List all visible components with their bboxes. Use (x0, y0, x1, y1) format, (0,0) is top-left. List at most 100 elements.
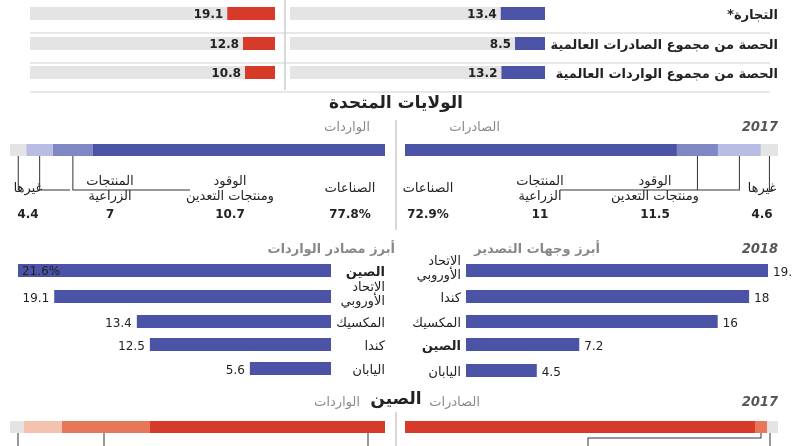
source-bar (18, 264, 331, 277)
leader-line (72, 156, 190, 191)
us-export-other-label: غيرها (748, 181, 777, 196)
leader-line (39, 156, 70, 191)
source-name: الأوروبي (341, 292, 385, 309)
us-value-label: 13.2 (468, 66, 498, 80)
china-bar (245, 66, 275, 79)
us-import-industry-value: 77.8% (329, 207, 371, 221)
us-bar-bg (290, 7, 545, 20)
source-bar (249, 362, 331, 375)
destination-bar (466, 364, 537, 377)
us-export-segment (717, 144, 761, 156)
destination-name: المكسيك (412, 316, 461, 331)
year-label: 2017 (742, 120, 779, 135)
destination-value: 4.5 (542, 365, 561, 379)
source-name: الاتحاد (352, 280, 385, 295)
import-sources-section: أبرز مصادر الواردات 21.6% الصين 19.1 الاتحاد… (18, 240, 395, 378)
us-import-agri-label: المنتجات (86, 174, 134, 189)
source-value: 5.6 (226, 363, 245, 377)
china-export-segment (767, 421, 778, 433)
us-import-industry-label: الصناعات (325, 181, 376, 196)
us-import-other-label: غيرها (14, 181, 43, 196)
category-label: الحصة من مجموع الواردات العالمية (556, 67, 778, 82)
leader-line (560, 156, 698, 191)
us-import-fuel-label: ومنتجات التعدين (186, 189, 274, 204)
destination-value: 18 (754, 291, 769, 305)
china-bar (227, 7, 275, 20)
year-label: 2018 (742, 242, 778, 257)
destination-bar (466, 315, 718, 328)
section-title: الولايات المتحدة (329, 93, 463, 113)
china-export-segment (405, 421, 755, 433)
destination-value: 16 (723, 316, 738, 330)
leader-line (768, 156, 775, 191)
imports-label: الواردات (314, 395, 360, 410)
destination-value: 7.2 (584, 339, 603, 353)
us-import-agri-label: الزراعية (88, 189, 131, 204)
source-bar (54, 290, 331, 303)
china-value-label: 19.1 (194, 7, 224, 21)
us-export-segment (405, 144, 677, 156)
us-export-industry-value: 72.9% (407, 207, 449, 221)
source-name: اليابان (352, 363, 385, 378)
china-import-segment (10, 421, 24, 433)
exports-label: الصادرات (449, 120, 500, 135)
us-import-segment (26, 144, 53, 156)
china-import-segment (150, 421, 385, 433)
us-import-agri-value: 7 (106, 207, 114, 221)
china-value-label: 12.8 (209, 37, 239, 51)
us-export-agri-label: الزراعية (518, 189, 561, 204)
us-bar (501, 66, 545, 79)
destination-value: 19.2% (773, 265, 792, 279)
source-name: الصين (346, 265, 385, 280)
leader-line (587, 433, 762, 446)
china-export-segment (755, 421, 767, 433)
export-destinations-section: 2018 أبرز وجهات التصدير 19.2% الاتحادالأورو… (412, 240, 792, 380)
source-name: المكسيك (336, 316, 385, 331)
china-bar-bg (30, 37, 275, 50)
us-import-fuel-value: 10.7 (215, 207, 245, 221)
source-bar (136, 315, 331, 328)
source-bar (149, 338, 331, 351)
category-label: التجارة* (727, 8, 778, 23)
section-title: الصين (370, 389, 421, 409)
destination-name: الاتحاد (428, 254, 461, 269)
destination-name: اليابان (428, 365, 461, 380)
us-export-agri-label: المنتجات (516, 174, 564, 189)
china-bar-bg (30, 7, 275, 20)
us-bar (500, 7, 545, 20)
us-export-agri-value: 11 (532, 207, 549, 221)
panel-title: أبرز مصادر الواردات (268, 240, 395, 257)
source-name: كندا (364, 339, 385, 354)
source-value: 12.5 (118, 339, 145, 353)
source-value: 21.6% (22, 264, 60, 278)
china-value-label: 10.8 (211, 66, 241, 80)
china-import-segment (62, 421, 150, 433)
destination-name: كندا (440, 291, 461, 306)
us-import-fuel-label: الوقود (213, 174, 246, 189)
us-value-label: 8.5 (490, 37, 511, 51)
us-export-fuel-label: ومنتجات التعدين (611, 189, 699, 204)
exports-label: الصادرات (429, 395, 480, 410)
us-export-fuel-label: الوقود (638, 174, 671, 189)
us-bar (515, 37, 545, 50)
us-value-label: 13.4 (467, 7, 497, 21)
us-export-fuel-value: 11.5 (640, 207, 670, 221)
us-import-segment (92, 144, 386, 156)
destination-name: الأوروبي (417, 266, 461, 283)
world-share-section: 13.4 19.1 التجارة* 8.5 12.8 الحصة من مجموع ال… (30, 0, 778, 93)
imports-label: الواردات (324, 120, 370, 135)
china-import-segment (24, 421, 62, 433)
united-states-section: الولايات المتحدة 2017 الصادرات الواردات الصن… (10, 93, 779, 230)
destination-name: الصين (422, 339, 461, 354)
us-import-other-value: 4.4 (17, 207, 38, 221)
source-value: 13.4 (105, 316, 132, 330)
china-bar (243, 37, 275, 50)
panel-title: أبرز وجهات التصدير (473, 240, 600, 257)
us-bar-bg (290, 37, 545, 50)
us-import-segment (52, 144, 93, 156)
us-import-segment (10, 144, 27, 156)
us-export-other-value: 4.6 (751, 207, 772, 221)
destination-bar (466, 290, 750, 303)
china-bar-bg (30, 66, 275, 79)
